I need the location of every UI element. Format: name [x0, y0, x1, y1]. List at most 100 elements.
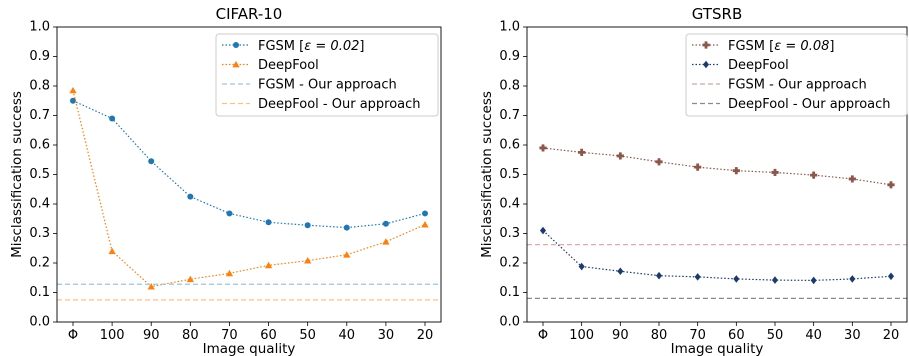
data-point — [422, 210, 428, 217]
data-point — [108, 247, 116, 255]
legend: FGSM [ε = 0.08] DeepFool FGSM - Our approa… — [685, 33, 908, 117]
legend-label-text: ] — [359, 39, 364, 54]
y-tick-label: 0.7 — [499, 108, 520, 123]
legend-box — [685, 33, 908, 117]
x-tick-label: 30 — [844, 328, 861, 343]
x-tick-label: Φ — [538, 328, 548, 343]
y-tick-label: 0.4 — [29, 197, 50, 212]
plot-frame — [56, 26, 442, 323]
legend-marker — [702, 41, 710, 49]
data-point — [849, 275, 856, 283]
x-tick-label: 80 — [651, 328, 668, 343]
legend-label: DeepFool — [258, 58, 319, 73]
y-tick-label: 0.8 — [499, 79, 520, 94]
plot-frame — [526, 26, 908, 323]
y-tick-label: 0.3 — [499, 226, 520, 241]
y-tick-label: 0.5 — [499, 167, 520, 182]
data-point — [578, 148, 586, 156]
x-axis-label: Image quality — [671, 341, 764, 356]
data-point — [655, 271, 663, 280]
data-point — [70, 97, 76, 104]
x-tick-label: 70 — [221, 328, 238, 343]
cifar10-chart: CIFAR-10 Image quality Misclassification s… — [9, 5, 442, 356]
y-tick-label: 0.1 — [29, 285, 50, 300]
legend: FGSM [ε = 0.02] DeepFool FGSM - Our approa… — [215, 33, 439, 117]
y-tick-label: 0.0 — [29, 315, 50, 330]
x-tick-label: 60 — [260, 328, 277, 343]
y-tick-label: 1.0 — [499, 20, 520, 35]
x-tick-label: 50 — [767, 328, 784, 343]
y-tick-label: 0.2 — [29, 256, 50, 271]
x-tick-label: 40 — [805, 328, 822, 343]
y-tick-label: 0.4 — [499, 197, 520, 212]
data-point — [109, 115, 116, 122]
series-line — [542, 230, 892, 282]
x-tick-label: 20 — [883, 328, 900, 343]
gtsrb-chart: GTSRB Image quality Misclassification succ… — [479, 5, 908, 356]
data-point — [304, 257, 312, 264]
chart-title: CIFAR-10 — [216, 5, 283, 23]
x-tick-label: 100 — [569, 328, 594, 343]
x-tick-label: 70 — [689, 328, 706, 343]
legend-label-text: FGSM [ — [258, 39, 304, 54]
data-point — [304, 222, 311, 229]
legend-box — [215, 33, 439, 117]
y-tick-label: 0.6 — [29, 138, 50, 153]
x-tick-label: Φ — [68, 328, 78, 343]
data-point — [147, 283, 155, 290]
y-tick-label: 0.9 — [499, 49, 520, 64]
x-tick-label: 30 — [378, 328, 395, 343]
data-point — [810, 276, 817, 285]
data-point — [382, 238, 390, 245]
legend-marker — [702, 60, 710, 69]
x-tick-label: 50 — [299, 328, 316, 343]
y-tick-label: 0.8 — [29, 79, 50, 94]
y-tick-label: 0.5 — [29, 167, 50, 182]
data-point — [186, 275, 194, 283]
data-point — [539, 226, 547, 235]
data-point — [848, 175, 856, 183]
legend-label-math: ε = 0.02 — [304, 39, 359, 54]
data-point — [539, 144, 547, 152]
data-point — [810, 171, 818, 179]
x-tick-label: 40 — [339, 328, 356, 343]
legend-label: DeepFool - Our approach — [728, 97, 891, 112]
x-tick-label: 90 — [143, 328, 160, 343]
legend-label: DeepFool — [728, 58, 789, 73]
data-point — [578, 262, 585, 271]
y-tick-label: 0.0 — [499, 315, 520, 330]
data-point — [382, 220, 389, 227]
data-point — [616, 152, 624, 160]
legend-marker — [233, 42, 239, 48]
data-point — [733, 275, 740, 283]
x-axis-label: Image quality — [203, 341, 296, 356]
data-point — [617, 267, 624, 276]
data-point — [694, 163, 702, 171]
legend-label: DeepFool - Our approach — [258, 97, 421, 112]
x-tick-label: 80 — [182, 328, 199, 343]
x-tick-label: 100 — [100, 328, 125, 343]
data-point — [887, 272, 895, 281]
data-point — [655, 158, 663, 166]
legend-label: FGSM [ε = 0.02] — [258, 39, 364, 54]
data-point — [887, 181, 895, 189]
y-axis-label: Misclassification success — [479, 91, 495, 258]
data-point — [343, 251, 351, 258]
legend-label: FGSM - Our approach — [728, 78, 867, 93]
data-point — [187, 193, 194, 200]
y-tick-label: 0.6 — [499, 138, 520, 153]
y-tick-label: 0.1 — [499, 285, 520, 300]
legend-label-text: ] — [829, 39, 834, 54]
data-point — [226, 210, 233, 217]
y-tick-label: 0.2 — [499, 256, 520, 271]
data-point — [69, 86, 77, 94]
series-line — [72, 100, 426, 229]
data-point — [771, 276, 779, 284]
data-point — [694, 273, 701, 281]
y-axis-label: Misclassification success — [9, 91, 25, 258]
series-line — [542, 147, 892, 186]
legend-label: FGSM - Our approach — [258, 78, 397, 93]
legend-label-math: ε = 0.08 — [774, 39, 829, 54]
x-tick-label: 60 — [728, 328, 745, 343]
